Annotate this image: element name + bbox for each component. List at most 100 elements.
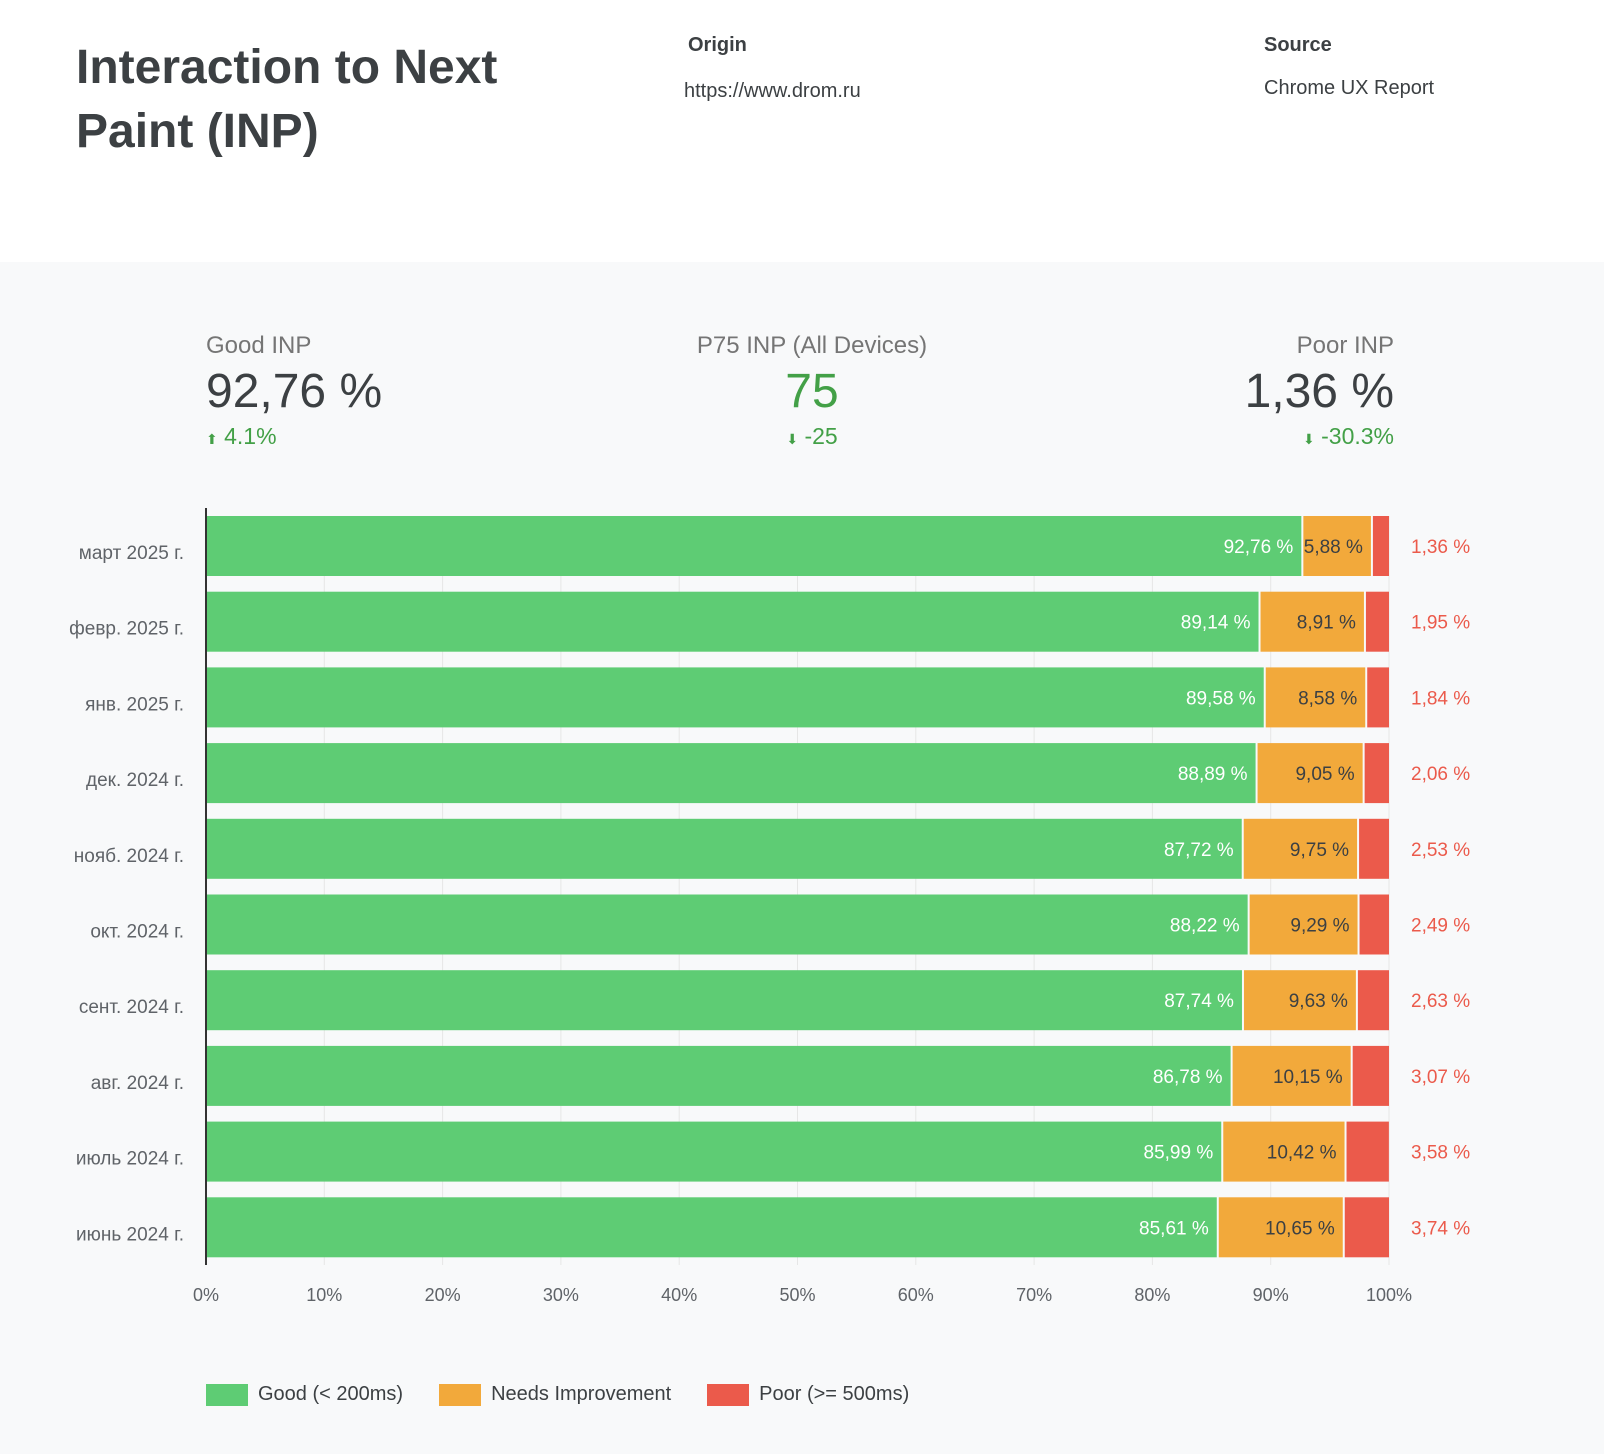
page-title: Interaction to Next Paint (INP) [76, 41, 498, 158]
bar-segment-needs-improvement [1260, 591, 1364, 652]
bar-segment-poor [1364, 743, 1389, 804]
bar-segment-good [206, 1121, 1222, 1182]
legend-swatch [439, 1383, 482, 1406]
x-tick-label: 50% [779, 1285, 815, 1305]
y-category-label: нояб. 2024 г. [74, 846, 184, 867]
bar-segment-poor [1372, 516, 1389, 576]
data-label-good: 88,89 % [1178, 764, 1248, 785]
data-label-needs-improvement: 9,63 % [1289, 991, 1348, 1012]
legend: Good (< 200ms) Needs Improvement Poor (>… [206, 1383, 909, 1406]
data-label-good: 88,22 % [1170, 916, 1240, 937]
kpi-label: Good INP [206, 332, 312, 359]
data-label-poor: 1,36 % [1411, 537, 1470, 558]
legend-needs-improvement[interactable]: Needs Improvement [439, 1383, 671, 1406]
x-tick-label: 80% [1134, 1285, 1170, 1305]
source-label: Source [1264, 34, 1332, 56]
y-category-label: дек. 2024 г. [86, 770, 184, 791]
kpi-poor-inp: Poor INP 1,36 % ⬇ -30.3% [1245, 332, 1394, 450]
kpi-label: Poor INP [1296, 332, 1394, 359]
data-label-needs-improvement: 9,29 % [1290, 916, 1349, 937]
arrow-down-icon: ⬇ [786, 431, 799, 447]
legend-label: Needs Improvement [491, 1383, 672, 1405]
x-tick-label: 100% [1366, 1285, 1412, 1305]
kpi-label: P75 INP (All Devices) [696, 332, 928, 359]
data-label-good: 92,76 % [1224, 537, 1294, 558]
kpi-p75-inp: P75 INP (All Devices) 75 ⬇ -25 [600, 332, 1024, 450]
y-category-label: авг. 2024 г. [91, 1073, 184, 1094]
bar-segment-good [206, 591, 1259, 652]
kpi-value: 75 [785, 365, 839, 418]
data-label-poor: 2,06 % [1411, 764, 1470, 785]
y-category-label: сент. 2024 г. [79, 997, 184, 1018]
arrow-down-icon: ⬇ [1303, 431, 1315, 447]
kpi-delta: 4.1% [224, 423, 277, 449]
kpi-delta: -25 [804, 423, 838, 449]
bar-segment-poor [1359, 894, 1389, 955]
bar-segment-needs-improvement [1223, 1121, 1345, 1182]
y-category-label: февр. 2025 г. [69, 619, 184, 640]
data-label-needs-improvement: 8,58 % [1298, 688, 1357, 709]
bar-segment-needs-improvement [1243, 970, 1356, 1031]
bar-segment-needs-improvement [1257, 743, 1363, 804]
data-label-poor: 1,95 % [1411, 613, 1470, 634]
data-label-needs-improvement: 10,15 % [1273, 1067, 1343, 1088]
legend-poor[interactable]: Poor (>= 500ms) [707, 1383, 909, 1406]
data-label-good: 87,72 % [1164, 840, 1234, 861]
legend-good[interactable]: Good (< 200ms) [206, 1383, 403, 1406]
bar-segment-needs-improvement [1232, 1045, 1351, 1106]
data-label-good: 85,61 % [1139, 1218, 1209, 1239]
y-category-label: янв. 2025 г. [85, 694, 184, 715]
data-label-good: 87,74 % [1164, 991, 1234, 1012]
bar-segment-good [206, 1045, 1231, 1106]
data-label-good: 89,14 % [1181, 613, 1251, 634]
bar-segment-needs-improvement [1265, 667, 1366, 728]
x-tick-label: 30% [543, 1285, 579, 1305]
legend-label: Poor (>= 500ms) [759, 1383, 910, 1405]
kpi-value: 92,76 % [206, 365, 383, 418]
kpi-good-inp: Good INP 92,76 % ⬆ 4.1% [206, 332, 382, 450]
origin-value: https://www.drom.ru [684, 80, 861, 102]
x-tick-label: 0% [193, 1285, 219, 1305]
data-label-good: 86,78 % [1153, 1067, 1223, 1088]
bar-segment-good [206, 894, 1248, 955]
bar-segment-poor [1344, 1197, 1389, 1258]
source-value: Chrome UX Report [1264, 77, 1435, 99]
bar-segment-needs-improvement [1249, 894, 1358, 955]
data-label-poor: 3,07 % [1411, 1067, 1470, 1088]
data-label-poor: 3,74 % [1411, 1218, 1470, 1239]
kpi-delta: -30.3% [1321, 423, 1394, 449]
arrow-up-icon: ⬆ [206, 431, 218, 447]
bar-segment-good [206, 743, 1256, 804]
data-label-poor: 2,63 % [1411, 991, 1470, 1012]
data-label-poor: 2,49 % [1411, 916, 1470, 937]
y-category-label: июнь 2024 г. [76, 1224, 184, 1245]
bar-segment-poor [1346, 1121, 1389, 1182]
data-label-poor: 2,53 % [1411, 840, 1470, 861]
data-label-needs-improvement: 9,75 % [1290, 840, 1349, 861]
data-label-needs-improvement: 10,65 % [1265, 1218, 1335, 1239]
bar-segment-poor [1357, 970, 1389, 1031]
data-label-needs-improvement: 8,91 % [1297, 613, 1356, 634]
x-tick-label: 40% [661, 1285, 697, 1305]
bar-segment-poor [1359, 818, 1389, 879]
data-label-poor: 3,58 % [1411, 1143, 1470, 1164]
bar-segment-good [206, 818, 1242, 879]
legend-label: Good (< 200ms) [258, 1383, 404, 1405]
bar-segment-needs-improvement [1303, 516, 1371, 576]
data-label-needs-improvement: 5,88 % [1304, 537, 1363, 558]
data-label-needs-improvement: 9,05 % [1295, 764, 1354, 785]
bar-segment-poor [1365, 591, 1389, 652]
x-tick-label: 90% [1253, 1285, 1289, 1305]
bar-segment-needs-improvement [1243, 818, 1358, 879]
x-tick-label: 20% [425, 1285, 461, 1305]
bar-segment-poor [1352, 1045, 1389, 1106]
y-category-label: июль 2024 г. [76, 1149, 184, 1170]
bar-segment-good [206, 970, 1242, 1031]
bar-segment-good [206, 667, 1264, 728]
data-label-good: 89,58 % [1186, 688, 1256, 709]
x-tick-label: 10% [306, 1285, 342, 1305]
y-category-label: окт. 2024 г. [90, 922, 184, 943]
bar-segment-needs-improvement [1218, 1197, 1343, 1258]
y-category-label: март 2025 г. [79, 543, 184, 564]
